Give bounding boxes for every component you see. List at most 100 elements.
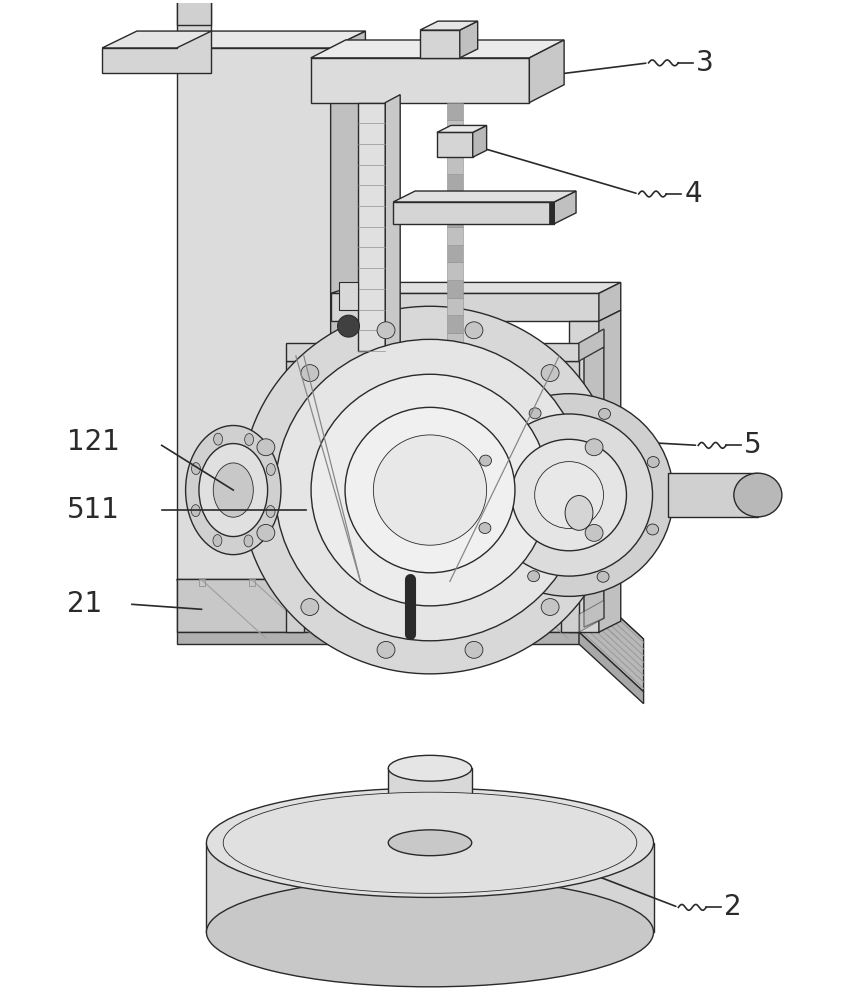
Polygon shape [569,321,599,632]
Ellipse shape [479,523,491,534]
Polygon shape [177,0,211,25]
Polygon shape [579,329,604,361]
Ellipse shape [266,464,275,475]
Polygon shape [447,191,462,209]
Text: 5: 5 [744,431,762,459]
Polygon shape [177,579,579,632]
Polygon shape [529,40,564,103]
Ellipse shape [207,878,654,987]
Polygon shape [447,262,462,280]
Polygon shape [437,125,486,132]
Ellipse shape [275,339,585,641]
Ellipse shape [528,571,540,582]
Ellipse shape [266,506,275,517]
Polygon shape [579,632,644,704]
Polygon shape [447,280,462,298]
Polygon shape [599,310,620,632]
Polygon shape [473,125,486,157]
Ellipse shape [480,455,492,466]
Ellipse shape [734,473,782,517]
Polygon shape [447,120,462,138]
Ellipse shape [377,641,395,658]
Ellipse shape [541,599,559,615]
Ellipse shape [241,306,619,674]
Polygon shape [177,31,366,48]
Text: 3: 3 [696,49,714,77]
Ellipse shape [465,641,483,658]
Ellipse shape [245,434,254,445]
Polygon shape [437,132,473,157]
Ellipse shape [529,408,541,419]
Ellipse shape [465,394,674,596]
Polygon shape [102,0,211,73]
Ellipse shape [213,535,222,547]
Polygon shape [177,48,330,632]
Polygon shape [549,202,554,224]
Polygon shape [447,103,462,120]
Polygon shape [393,191,576,202]
Polygon shape [311,58,529,103]
Polygon shape [207,843,654,932]
Polygon shape [177,579,644,639]
Ellipse shape [207,788,654,897]
Polygon shape [447,156,462,174]
Polygon shape [330,31,366,632]
Text: 21: 21 [68,590,103,618]
Ellipse shape [257,524,275,541]
Ellipse shape [373,435,486,545]
Polygon shape [359,103,385,351]
Ellipse shape [486,414,653,576]
Polygon shape [102,31,211,48]
Polygon shape [330,282,620,293]
Polygon shape [447,333,462,351]
Polygon shape [447,209,462,227]
Polygon shape [447,245,462,262]
Ellipse shape [465,322,483,339]
Polygon shape [561,361,579,632]
Ellipse shape [377,322,395,339]
Polygon shape [447,138,462,156]
Ellipse shape [565,496,593,530]
Polygon shape [389,768,472,843]
Ellipse shape [244,535,253,547]
Polygon shape [286,343,579,361]
Polygon shape [599,282,620,321]
Ellipse shape [191,505,200,517]
Polygon shape [579,329,604,361]
Ellipse shape [257,439,275,456]
Ellipse shape [185,425,281,555]
Polygon shape [393,202,554,224]
Ellipse shape [214,463,253,517]
Ellipse shape [647,457,659,467]
Ellipse shape [337,315,360,337]
Ellipse shape [311,374,549,606]
Ellipse shape [345,407,515,573]
Polygon shape [286,361,304,632]
Ellipse shape [301,365,319,382]
Ellipse shape [191,463,201,475]
Ellipse shape [585,524,603,541]
Text: 4: 4 [685,180,702,208]
Polygon shape [579,600,604,632]
Ellipse shape [199,444,268,537]
Polygon shape [339,282,359,310]
Ellipse shape [597,571,609,582]
Polygon shape [447,298,462,315]
Polygon shape [330,293,599,321]
Polygon shape [668,473,758,517]
Ellipse shape [389,830,472,856]
Polygon shape [460,21,478,58]
Ellipse shape [647,524,659,535]
Ellipse shape [599,408,611,419]
Polygon shape [177,632,579,644]
Polygon shape [447,315,462,333]
Polygon shape [584,347,604,627]
Ellipse shape [214,433,222,445]
Polygon shape [554,191,576,224]
Polygon shape [447,174,462,191]
Polygon shape [311,40,564,58]
Text: 511: 511 [68,496,120,524]
Text: 121: 121 [68,428,120,456]
Ellipse shape [223,792,637,893]
Ellipse shape [541,365,559,382]
